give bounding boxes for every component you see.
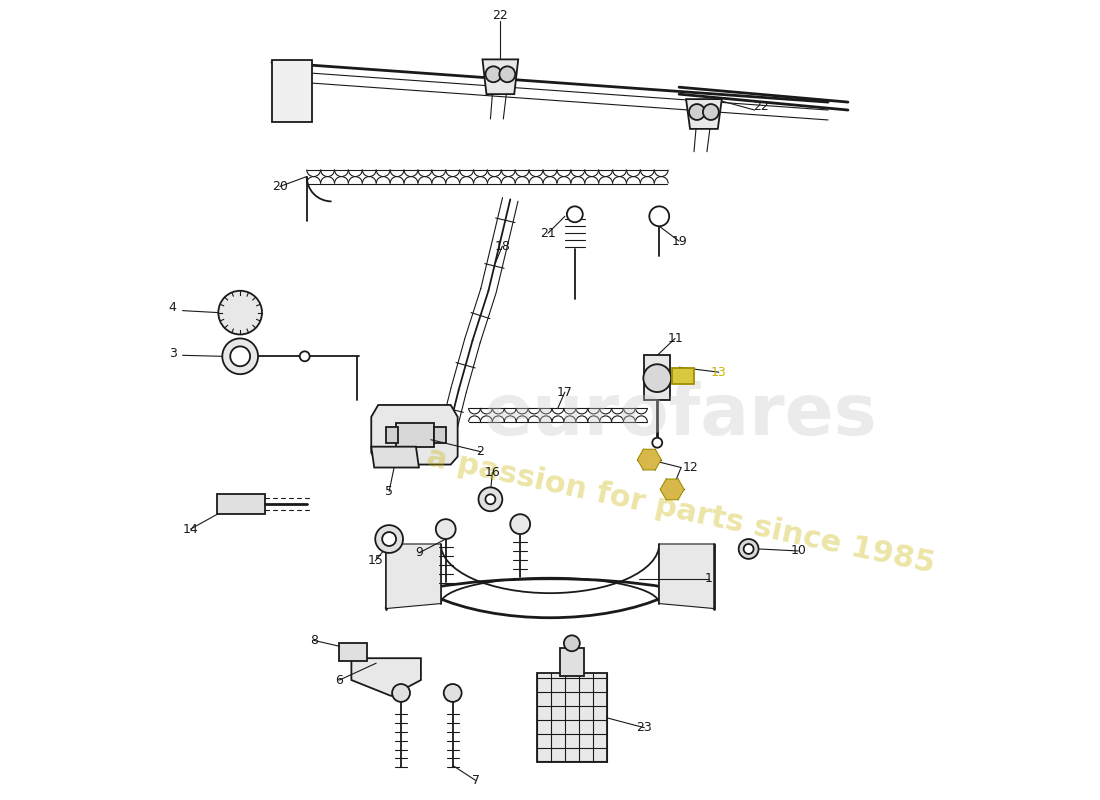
Bar	[340, 643, 367, 661]
Polygon shape	[272, 60, 311, 122]
Circle shape	[510, 514, 530, 534]
Text: 7: 7	[472, 774, 480, 787]
Text: 2: 2	[476, 445, 484, 458]
Text: 13: 13	[711, 366, 727, 378]
Circle shape	[689, 104, 705, 120]
Polygon shape	[372, 446, 419, 467]
Text: 14: 14	[183, 522, 198, 535]
Text: 23: 23	[637, 722, 652, 734]
Circle shape	[382, 532, 396, 546]
Text: 10: 10	[790, 545, 806, 558]
Polygon shape	[637, 450, 661, 470]
Circle shape	[703, 104, 718, 120]
Text: 5: 5	[385, 485, 393, 498]
Bar	[433, 427, 446, 442]
Circle shape	[478, 487, 503, 511]
Text: 17: 17	[557, 386, 573, 398]
Circle shape	[218, 290, 262, 334]
Circle shape	[649, 206, 669, 226]
Text: 16: 16	[484, 466, 500, 479]
Circle shape	[668, 485, 678, 494]
Circle shape	[485, 66, 502, 82]
Bar	[396, 423, 433, 446]
Polygon shape	[659, 544, 714, 609]
Circle shape	[645, 454, 654, 465]
Text: 3: 3	[168, 347, 177, 360]
Polygon shape	[351, 658, 421, 696]
Text: 12: 12	[683, 461, 698, 474]
Circle shape	[392, 684, 410, 702]
Circle shape	[436, 519, 455, 539]
Polygon shape	[483, 59, 518, 94]
Polygon shape	[686, 99, 722, 129]
Text: 8: 8	[310, 634, 318, 647]
Text: a passion for parts since 1985: a passion for parts since 1985	[425, 443, 938, 579]
Circle shape	[644, 364, 671, 392]
Circle shape	[485, 494, 495, 504]
Circle shape	[299, 351, 310, 362]
Text: 9: 9	[415, 546, 422, 559]
Circle shape	[744, 544, 754, 554]
Text: 18: 18	[494, 239, 510, 253]
Text: 22: 22	[493, 9, 508, 22]
Bar	[560, 648, 584, 676]
Polygon shape	[372, 405, 458, 465]
Text: 15: 15	[367, 554, 383, 567]
Circle shape	[222, 338, 258, 374]
Bar	[537, 673, 606, 762]
Circle shape	[566, 206, 583, 222]
Text: eurofares: eurofares	[484, 382, 878, 450]
Polygon shape	[660, 479, 684, 500]
Text: 11: 11	[668, 332, 683, 345]
Bar	[386, 427, 398, 442]
Bar	[645, 355, 670, 400]
Text: 19: 19	[671, 234, 688, 248]
Text: 20: 20	[272, 180, 288, 193]
Circle shape	[652, 438, 662, 448]
Text: 4: 4	[168, 301, 177, 314]
Text: 21: 21	[540, 226, 556, 240]
Text: 6: 6	[336, 674, 343, 686]
Circle shape	[564, 635, 580, 651]
Circle shape	[230, 346, 250, 366]
Circle shape	[499, 66, 515, 82]
Text: 1: 1	[705, 572, 713, 586]
Text: 22: 22	[752, 99, 769, 113]
Circle shape	[375, 525, 403, 553]
Polygon shape	[218, 494, 265, 514]
Circle shape	[739, 539, 759, 559]
Polygon shape	[386, 544, 441, 609]
Circle shape	[443, 684, 462, 702]
Bar	[672, 368, 694, 384]
